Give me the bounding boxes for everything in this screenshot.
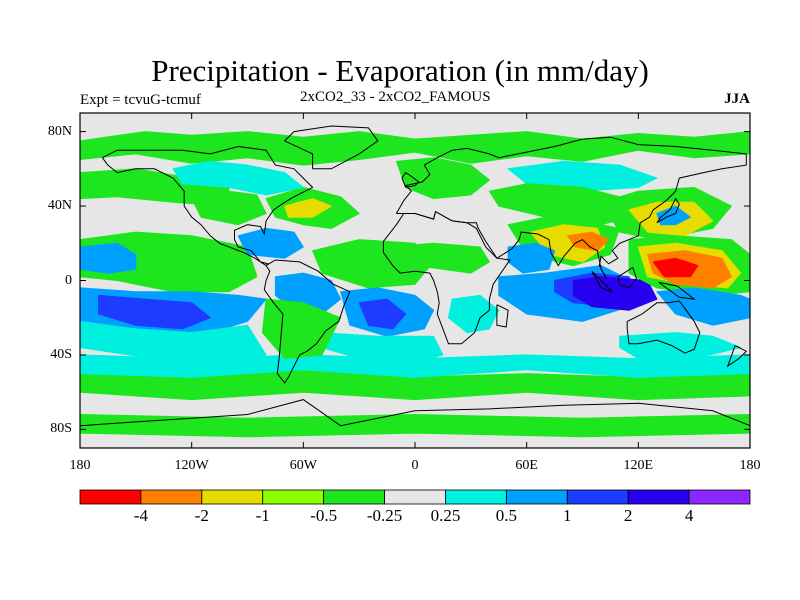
lon-tick-label: 180 <box>69 458 91 473</box>
coastline-6 <box>401 171 420 188</box>
colorbar-swatch <box>505 489 568 505</box>
coastline-4 <box>382 210 511 345</box>
colorbar-label: -2 <box>194 506 209 525</box>
lat-tick-label: 40N <box>47 198 72 214</box>
colorbar-label: 0.25 <box>430 506 461 525</box>
lon-tick-label: 180 <box>739 458 761 473</box>
lon-tick-label: 60W <box>289 458 317 473</box>
field-japan-blue <box>656 205 691 226</box>
field-north-america-green <box>191 190 267 226</box>
colorbar-swatch <box>262 489 325 505</box>
field-south-pacific-darkblue <box>98 294 211 330</box>
colorbar-label: -4 <box>133 506 148 525</box>
lat-tick-label: 80N <box>47 123 72 139</box>
colorbar-label: -0.25 <box>366 506 403 525</box>
lat-tick-label: 0 <box>65 272 72 288</box>
field-north-america-cyan <box>172 160 304 196</box>
colorbar-label: -1 <box>255 506 270 525</box>
difference-label: 2xCO2_33 - 2xCO2_FAMOUS <box>300 89 491 105</box>
field-australia-cyan <box>619 332 742 360</box>
coastline-11 <box>80 399 750 427</box>
coastline-0 <box>101 145 314 267</box>
coastline-8 <box>591 270 613 293</box>
map-title: Precipitation - Evaporation (in mm/day) <box>151 53 649 88</box>
coastline-10 <box>658 281 696 300</box>
lon-tick-label: 120E <box>623 458 654 473</box>
colorbar-swatch <box>79 489 142 505</box>
colorbar-swatch <box>140 489 203 505</box>
coastline-2 <box>283 125 379 170</box>
coastline-13 <box>726 345 748 368</box>
colorbar-label: 2 <box>623 506 633 525</box>
field-south-pacific-cyan <box>80 320 267 363</box>
coastline-1 <box>263 259 351 384</box>
lon-tick-label: 60E <box>515 458 538 473</box>
coastline-7 <box>656 197 680 224</box>
experiment-label: Expt = tcvuG-tcmuf <box>80 92 201 108</box>
colorbar-label: 1 <box>563 506 572 525</box>
field-arctic-band <box>80 131 750 166</box>
field-south-africa-cyan <box>448 294 500 334</box>
colorbar-swatch <box>384 489 446 505</box>
coastline-5 <box>626 300 701 354</box>
coastline-12 <box>496 304 509 328</box>
field-antarctic-green <box>80 414 750 438</box>
colorbar-swatch <box>323 489 385 505</box>
lon-tick-label: 120W <box>174 458 209 473</box>
colorbar-swatch <box>201 489 264 505</box>
field-tropical-pacific-blue-north <box>80 242 137 274</box>
field-south-america-green <box>261 298 342 360</box>
colorbar-label: 4 <box>684 506 694 525</box>
field-north-atlantic-yellow <box>284 198 332 218</box>
colorbar-swatch <box>627 489 690 505</box>
lat-tick-label: 80S <box>50 421 72 437</box>
field-maritime-violet <box>572 276 658 311</box>
coastline-9 <box>617 266 638 289</box>
field-west-pacific-red <box>652 257 699 278</box>
season-label: JJA <box>724 91 750 107</box>
colorbar-label: 0.5 <box>495 506 517 525</box>
field-europe-green <box>395 157 490 200</box>
field-southern-ocean-cyan <box>80 354 750 378</box>
colorbar-swatch <box>566 489 629 505</box>
lat-tick-label: 40S <box>50 346 72 362</box>
field-africa-green <box>386 242 490 274</box>
colorbar-swatch <box>688 489 751 505</box>
field-south-atlantic-darkblue <box>358 298 407 330</box>
colorbar-label: -0.5 <box>310 506 338 525</box>
lon-tick-label: 0 <box>411 458 419 473</box>
colorbar-swatch <box>445 489 507 505</box>
